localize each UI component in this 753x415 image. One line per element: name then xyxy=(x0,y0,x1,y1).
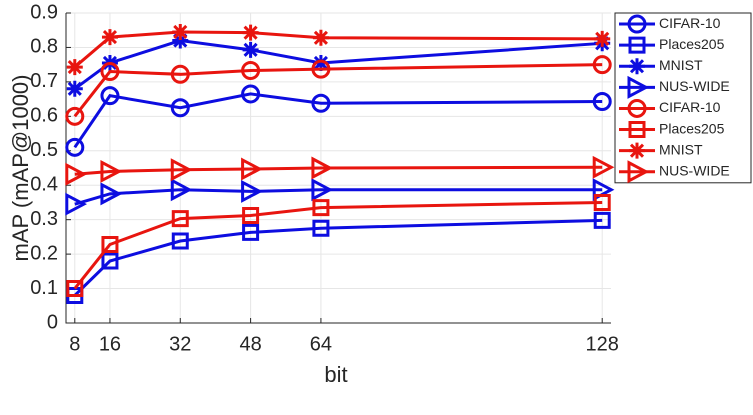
data-point xyxy=(241,179,263,203)
series-line xyxy=(73,63,603,118)
data-point xyxy=(170,98,190,118)
data-point xyxy=(242,24,259,41)
data-point xyxy=(311,59,331,79)
y-tick-label: 0.7 xyxy=(30,70,58,92)
y-tick-label: 0.6 xyxy=(30,105,58,127)
data-point xyxy=(101,29,118,46)
legend-marker xyxy=(628,121,646,139)
y-tick-label: 0.2 xyxy=(30,242,58,264)
legend-marker xyxy=(627,98,647,118)
data-point xyxy=(65,162,87,186)
data-point xyxy=(593,211,611,229)
data-point xyxy=(66,80,83,97)
data-point xyxy=(66,59,83,76)
data-point xyxy=(312,199,330,217)
data-point xyxy=(242,41,259,58)
data-point xyxy=(66,280,84,298)
y-axis-label: mAP (mAP@1000) xyxy=(8,75,33,262)
data-point xyxy=(100,62,120,82)
y-tick-label: 0.9 xyxy=(30,1,58,23)
y-tick-label: 0.4 xyxy=(30,174,58,196)
data-point xyxy=(172,32,189,49)
legend-marker xyxy=(628,36,646,54)
data-point xyxy=(241,157,263,181)
x-tick-label: 8 xyxy=(69,333,80,355)
y-tick-label: 0 xyxy=(47,311,58,333)
data-point xyxy=(170,178,193,202)
data-point xyxy=(65,192,87,216)
data-point xyxy=(172,23,189,40)
legend-label: Places205 xyxy=(659,36,725,52)
data-point xyxy=(312,54,329,71)
data-point xyxy=(311,178,334,202)
y-tick-label: 0.1 xyxy=(30,277,58,299)
data-point xyxy=(170,158,193,182)
data-point xyxy=(170,64,190,84)
series-line xyxy=(74,188,603,206)
data-point xyxy=(241,61,261,81)
data-point xyxy=(66,286,84,304)
data-point xyxy=(242,223,260,241)
series-line xyxy=(73,92,603,149)
data-point xyxy=(65,137,85,157)
data-point xyxy=(100,86,120,106)
data-point xyxy=(171,232,189,250)
series-line xyxy=(73,218,603,297)
x-tick-label: 128 xyxy=(586,333,619,355)
data-point xyxy=(171,210,189,228)
x-tick-label: 48 xyxy=(239,333,261,355)
data-point xyxy=(592,55,612,75)
series-line xyxy=(73,200,603,290)
data-point xyxy=(594,30,611,47)
data-point xyxy=(312,29,329,46)
legend-label: MNIST xyxy=(659,141,703,157)
legend: CIFAR-10 Places205 MNIST NUS-WIDE CIFAR-10 Pl… xyxy=(614,12,752,184)
data-point xyxy=(592,155,615,179)
data-point xyxy=(242,207,260,225)
legend-marker xyxy=(629,142,645,159)
data-point xyxy=(65,106,85,126)
legend-label: CIFAR-10 xyxy=(659,15,721,31)
data-point xyxy=(593,193,611,211)
legend-label: CIFAR-10 xyxy=(659,99,721,115)
y-tick-label: 0.8 xyxy=(30,36,58,58)
legend-label: MNIST xyxy=(659,57,703,73)
x-tick-label: 16 xyxy=(99,333,121,355)
data-point xyxy=(100,159,123,183)
legend-marker xyxy=(627,160,650,184)
series-line xyxy=(74,165,603,176)
y-tick-label: 0.3 xyxy=(30,208,58,230)
legend-marker xyxy=(629,58,645,75)
y-tick-label: 0.5 xyxy=(30,139,58,161)
data-point xyxy=(101,252,119,270)
data-point xyxy=(312,219,330,237)
x-tick-label: 64 xyxy=(310,333,332,355)
x-tick-label: 32 xyxy=(169,333,191,355)
legend-label: NUS-WIDE xyxy=(659,162,730,178)
data-point xyxy=(101,235,119,253)
legend-marker xyxy=(627,14,647,34)
legend-label: Places205 xyxy=(659,120,725,136)
legend-marker xyxy=(627,75,650,99)
data-point xyxy=(592,92,612,112)
data-point xyxy=(311,156,334,180)
data-point xyxy=(311,93,331,113)
x-axis-label: bit xyxy=(324,362,347,387)
data-point xyxy=(100,182,123,206)
legend-label: NUS-WIDE xyxy=(659,78,730,94)
data-point xyxy=(241,84,261,104)
